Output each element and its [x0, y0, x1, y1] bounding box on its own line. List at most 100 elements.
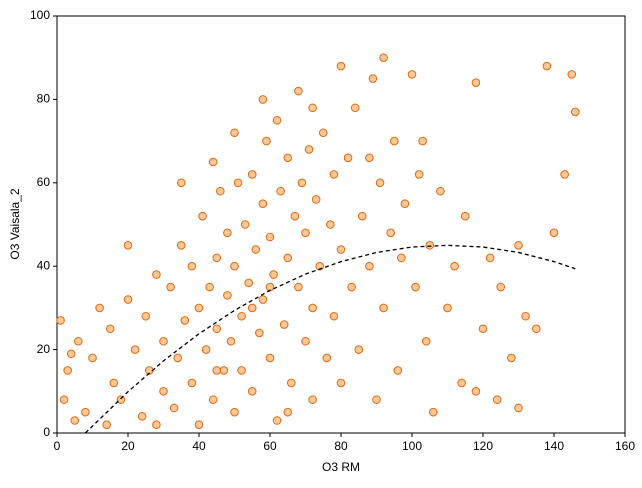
scatter-point — [386, 228, 396, 238]
scatter-point — [159, 336, 168, 346]
scatter-point — [460, 211, 470, 221]
scatter-point — [336, 378, 346, 388]
scatter-point — [350, 103, 360, 113]
scatter-point — [407, 70, 417, 79]
scatter-point — [301, 228, 310, 238]
scatter-point — [418, 136, 427, 146]
scatter-point — [226, 336, 236, 346]
y-axis-label: O3 Vaisala_2 — [8, 188, 22, 259]
scatter-point — [123, 241, 133, 250]
scatter-point — [379, 53, 388, 63]
scatter-point — [262, 136, 271, 146]
scatter-point — [212, 253, 222, 263]
scatter-point — [123, 295, 133, 304]
scatter-point — [514, 403, 523, 413]
scatter-point — [230, 261, 239, 271]
y-tick-label: 0 — [43, 425, 50, 439]
scatter-point — [521, 311, 530, 321]
scatter-point — [152, 270, 161, 279]
scatter-point — [297, 178, 307, 188]
scatter-point — [216, 186, 225, 196]
scatter-point — [223, 291, 232, 300]
scatter-point — [152, 420, 161, 429]
scatter-point — [205, 282, 214, 292]
scatter-point — [389, 136, 399, 146]
scatter-point — [258, 295, 268, 304]
scatter-point — [393, 366, 403, 375]
scatter-point — [88, 353, 97, 363]
scatter-point — [272, 115, 282, 125]
scatter-point — [375, 178, 385, 188]
scatter-point — [400, 199, 410, 208]
x-tick-label: 60 — [263, 439, 277, 453]
scatter-point — [304, 145, 314, 154]
scatter-point — [443, 303, 452, 313]
scatter-point — [368, 74, 378, 83]
scatter-point — [411, 282, 420, 292]
scatter-point — [429, 407, 438, 417]
scatter-point — [336, 245, 346, 254]
fit-line — [84, 244, 576, 434]
x-tick-label: 120 — [473, 439, 493, 453]
scatter-point — [70, 416, 80, 425]
scatter-point — [283, 253, 293, 263]
scatter-point — [287, 378, 296, 388]
scatter-point — [176, 178, 186, 188]
scatter-point — [531, 324, 541, 334]
scatter-point — [56, 316, 65, 325]
scatter-point — [272, 416, 282, 425]
scatter-point — [137, 412, 147, 421]
scatter-point — [180, 316, 190, 325]
scatter-point — [301, 336, 310, 346]
scatter-point — [354, 345, 364, 354]
scatter-point — [290, 211, 300, 221]
scatter-point — [102, 420, 111, 429]
x-axis-label: O3 RM — [322, 460, 360, 474]
scatter-point — [379, 303, 388, 313]
scatter-point — [208, 395, 218, 404]
scatter-point — [130, 345, 140, 354]
scatter-point — [294, 282, 303, 292]
scatter-point — [258, 95, 268, 104]
scatter-point — [105, 324, 115, 334]
scatter-point — [336, 61, 346, 71]
scatter-point — [343, 153, 353, 163]
scatter-point — [507, 353, 516, 363]
scatter-point — [244, 278, 253, 288]
scatter-point — [258, 199, 268, 208]
scatter-point — [347, 282, 356, 292]
scatter-point — [365, 261, 374, 271]
scatter-point — [425, 241, 435, 250]
scatter-point — [571, 107, 580, 117]
scatter-point — [141, 311, 151, 321]
scatter-point — [208, 157, 218, 167]
scatter-point — [219, 366, 229, 375]
scatter-point — [194, 420, 204, 429]
scatter-point — [265, 232, 275, 242]
x-tick-label: 140 — [544, 439, 564, 453]
scatter-point — [283, 407, 293, 417]
scatter-point — [567, 70, 577, 79]
y-tick-label: 20 — [37, 342, 51, 356]
scatter-point — [95, 303, 104, 313]
scatter-point — [247, 387, 257, 396]
y-tick-label: 100 — [30, 8, 50, 22]
scatter-point — [63, 366, 72, 375]
x-tick-label: 20 — [121, 439, 135, 453]
scatter-point — [230, 407, 239, 417]
scatter-point — [436, 186, 445, 196]
scatter-point — [471, 387, 481, 396]
y-tick-label: 80 — [37, 92, 51, 106]
scatter-point — [308, 103, 317, 113]
scatter-point — [326, 220, 335, 229]
scatter-point — [492, 395, 502, 404]
scatter-point — [265, 353, 275, 363]
scatter-point — [176, 241, 186, 250]
scatter-point — [365, 153, 374, 163]
scatter-point — [173, 353, 182, 363]
scatter-point — [421, 336, 431, 346]
scatter-point — [169, 403, 179, 413]
scatter-point — [478, 324, 488, 334]
scatter-point — [223, 228, 232, 238]
